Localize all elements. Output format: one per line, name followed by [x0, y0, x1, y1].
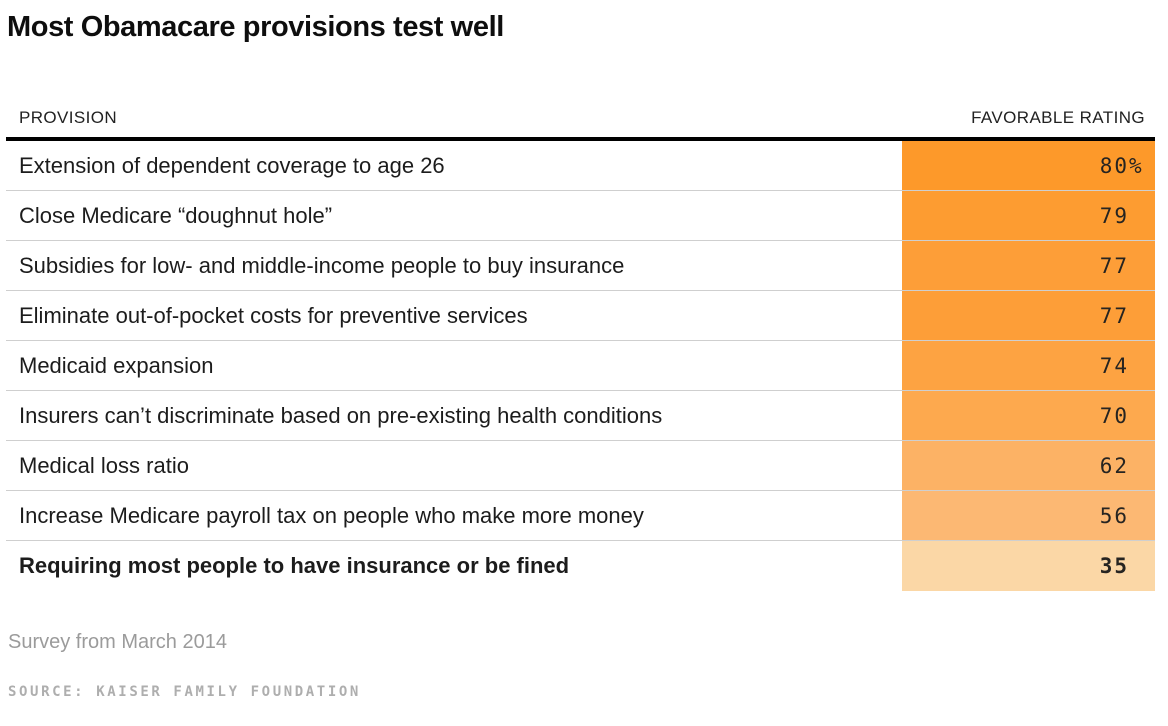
table-row: Eliminate out-of-pocket costs for preven…	[6, 291, 1155, 341]
rating-cell: 79	[902, 191, 1155, 240]
page: Most Obamacare provisions test well PROV…	[0, 10, 1168, 701]
table-row: Close Medicare “doughnut hole” 79	[6, 191, 1155, 241]
provision-cell: Subsidies for low- and middle-income peo…	[19, 252, 625, 278]
column-header-provision: PROVISION	[19, 108, 118, 127]
provision-cell: Close Medicare “doughnut hole”	[19, 202, 333, 228]
provision-cell: Increase Medicare payroll tax on people …	[19, 502, 644, 528]
rating-value: 74	[1099, 353, 1129, 378]
provision-cell: Eliminate out-of-pocket costs for preven…	[19, 302, 528, 328]
source-line: SOURCE: KAISER FAMILY FOUNDATION	[8, 684, 361, 700]
rating-value: 35	[1099, 554, 1129, 578]
provision-cell: Insurers can’t discriminate based on pre…	[19, 402, 663, 428]
rating-cell: 74	[902, 341, 1155, 390]
table-row: Medical loss ratio 62	[6, 441, 1155, 491]
table-row: Insurers can’t discriminate based on pre…	[6, 391, 1155, 441]
rating-value: 62	[1099, 453, 1129, 478]
rating-cell: 62	[902, 441, 1155, 490]
rating-cell: 70	[902, 391, 1155, 440]
table-header: PROVISION FAVORABLE RATING	[6, 108, 1155, 137]
rating-value: 77	[1099, 253, 1129, 278]
rating-cell: 35	[902, 541, 1155, 591]
table-row: Increase Medicare payroll tax on people …	[6, 491, 1155, 541]
rating-value: 79	[1099, 203, 1129, 228]
provision-cell: Medical loss ratio	[19, 452, 189, 478]
rating-cell: 77	[902, 241, 1155, 290]
rating-value: 70	[1099, 403, 1129, 428]
survey-note: Survey from March 2014	[8, 631, 227, 653]
rating-cell: 77	[902, 291, 1155, 340]
provisions-table: PROVISION FAVORABLE RATING Extension of …	[6, 108, 1155, 591]
table-row: Subsidies for low- and middle-income peo…	[6, 241, 1155, 291]
rating-value: 80	[1099, 153, 1129, 178]
provision-cell: Extension of dependent coverage to age 2…	[19, 152, 445, 178]
chart-title: Most Obamacare provisions test well	[7, 11, 504, 43]
table-row: Medicaid expansion 74	[6, 341, 1155, 391]
header-rule	[6, 137, 1155, 141]
table-row: Extension of dependent coverage to age 2…	[6, 141, 1155, 191]
rating-cell: 56	[902, 491, 1155, 540]
rating-value: 77	[1099, 303, 1129, 328]
provision-cell: Requiring most people to have insurance …	[19, 553, 570, 578]
rating-value: 56	[1099, 503, 1129, 528]
rating-cell: 80%	[902, 141, 1155, 190]
column-header-rating: FAVORABLE RATING	[971, 108, 1145, 127]
table-row: Requiring most people to have insurance …	[6, 541, 1155, 591]
provision-cell: Medicaid expansion	[19, 352, 214, 378]
